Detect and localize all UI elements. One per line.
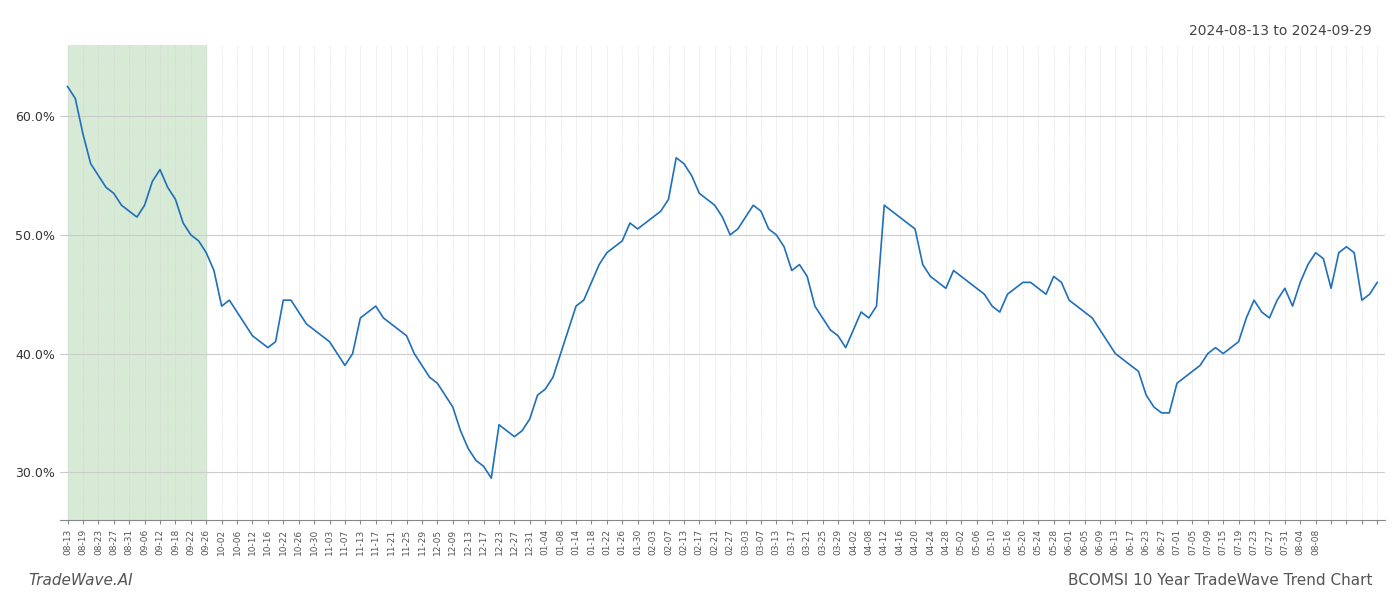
Text: 2024-08-13 to 2024-09-29: 2024-08-13 to 2024-09-29 [1189,24,1372,38]
Text: TradeWave.AI: TradeWave.AI [28,573,133,588]
Text: BCOMSI 10 Year TradeWave Trend Chart: BCOMSI 10 Year TradeWave Trend Chart [1067,573,1372,588]
Bar [67,45,206,520]
